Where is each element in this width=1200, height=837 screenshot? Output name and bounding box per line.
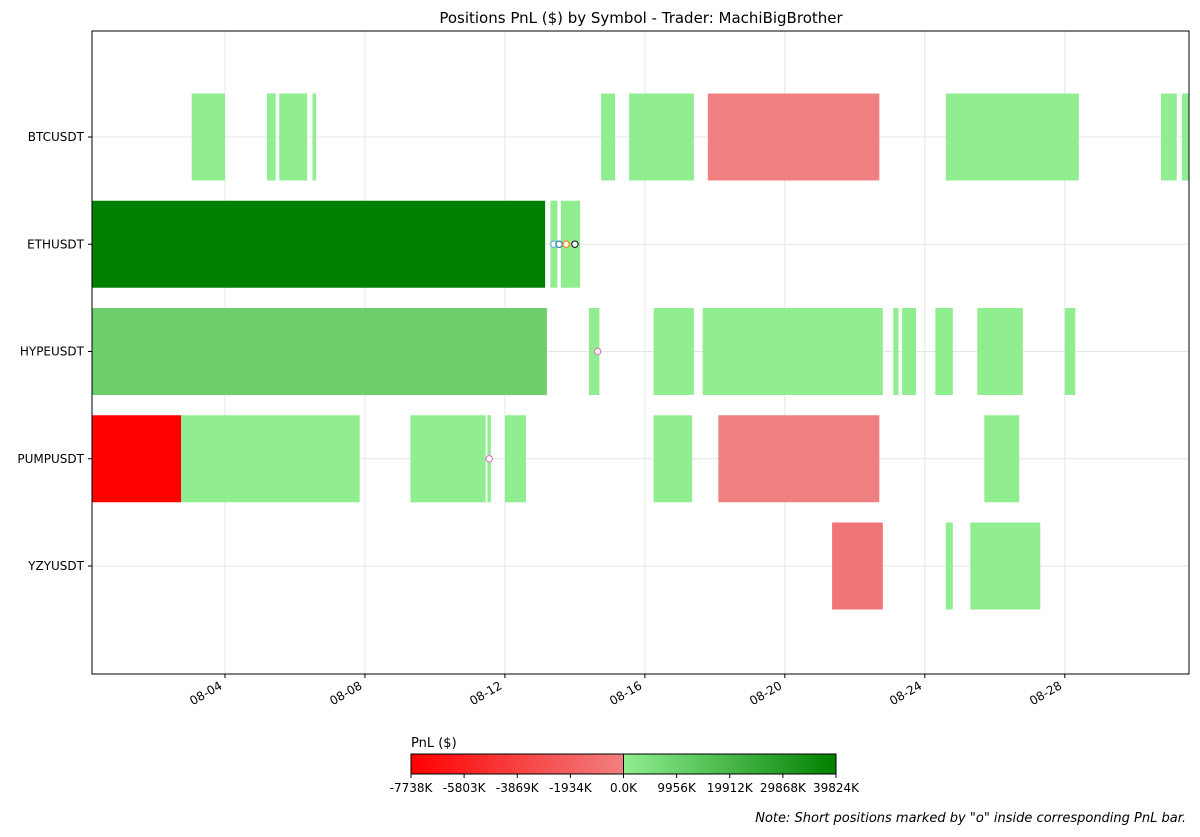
short-position-marker — [485, 454, 493, 463]
position-bars — [92, 93, 1189, 610]
position-bar — [945, 522, 953, 610]
position-bar — [1182, 93, 1189, 181]
short-position-marker — [555, 240, 563, 249]
position-bar — [1161, 93, 1177, 181]
x-tick-label: 08-04 — [187, 678, 224, 708]
x-tick-label: 08-16 — [607, 678, 644, 708]
y-tick-label: YZYUSDT — [27, 559, 85, 573]
x-tick-label: 08-28 — [1027, 678, 1064, 708]
x-axis: 08-04 08-08 08-12 08-16 08-20 08-24 08-28 — [187, 674, 1066, 708]
short-markers — [485, 240, 602, 463]
position-bar — [653, 415, 693, 503]
position-bar — [707, 93, 880, 181]
position-bar — [977, 308, 1023, 395]
position-bar — [266, 93, 276, 181]
position-bar — [718, 415, 880, 503]
position-bar — [629, 93, 694, 181]
colorbar-tick-label: -7738K — [390, 781, 434, 795]
short-position-note: Note: Short positions marked by "o" insi… — [755, 811, 1186, 826]
colorbar-positive — [623, 754, 836, 774]
position-bar — [945, 93, 1079, 181]
position-bar — [601, 93, 616, 181]
colorbar-label: PnL ($) — [411, 736, 457, 751]
colorbar-tick-label: 19912K — [707, 781, 754, 795]
colorbar-tick-label: -5803K — [443, 781, 487, 795]
plot-frame — [91, 30, 1190, 675]
colorbar-ticks: -7738K -5803K -3869K -1934K 0.0K 9956K 19912K 2… — [390, 774, 860, 795]
x-tick-label: 08-20 — [747, 678, 784, 708]
position-bar — [92, 200, 546, 288]
x-tick-label: 08-24 — [887, 678, 924, 708]
colorbar-tick-label: -1934K — [549, 781, 593, 795]
short-position-marker — [593, 347, 602, 356]
position-bar — [893, 308, 899, 395]
x-tick-label: 08-08 — [327, 678, 364, 708]
position-bar — [1064, 308, 1076, 395]
position-bar — [970, 522, 1041, 610]
colorbar-negative — [411, 754, 624, 774]
chart-title: Positions PnL ($) by Symbol - Trader: Ma… — [439, 9, 843, 27]
position-bar — [653, 308, 694, 395]
y-tick-label: HYPEUSDT — [20, 345, 85, 359]
short-position-marker — [562, 240, 570, 249]
x-tick-label: 08-12 — [467, 678, 504, 708]
short-position-marker — [571, 240, 579, 249]
colorbar-tick-label: 0.0K — [610, 781, 638, 795]
position-bar — [279, 93, 308, 181]
position-bar — [191, 93, 225, 181]
position-bar — [902, 308, 917, 395]
y-axis: BTCUSDT ETHUSDT HYPEUSDT PUMPUSDT YZYUSDT — [17, 130, 92, 573]
position-bar — [702, 308, 883, 395]
colorbar-tick-label: 9956K — [657, 781, 697, 795]
position-bar — [312, 93, 316, 181]
y-tick-label: ETHUSDT — [27, 237, 85, 251]
colorbar-tick-label: 39824K — [813, 781, 860, 795]
position-bar — [504, 415, 526, 503]
position-bar — [984, 415, 1020, 503]
y-tick-label: BTCUSDT — [28, 130, 85, 144]
colorbar-tick-label: 29868K — [760, 781, 807, 795]
position-bar — [410, 415, 486, 503]
position-bar — [92, 308, 547, 395]
y-tick-label: PUMPUSDT — [17, 452, 84, 466]
position-bar — [832, 522, 883, 610]
position-bar — [560, 200, 581, 288]
position-bar — [935, 308, 953, 395]
position-bar — [92, 415, 182, 503]
position-bar — [181, 415, 360, 503]
colorbar-tick-label: -3869K — [496, 781, 540, 795]
